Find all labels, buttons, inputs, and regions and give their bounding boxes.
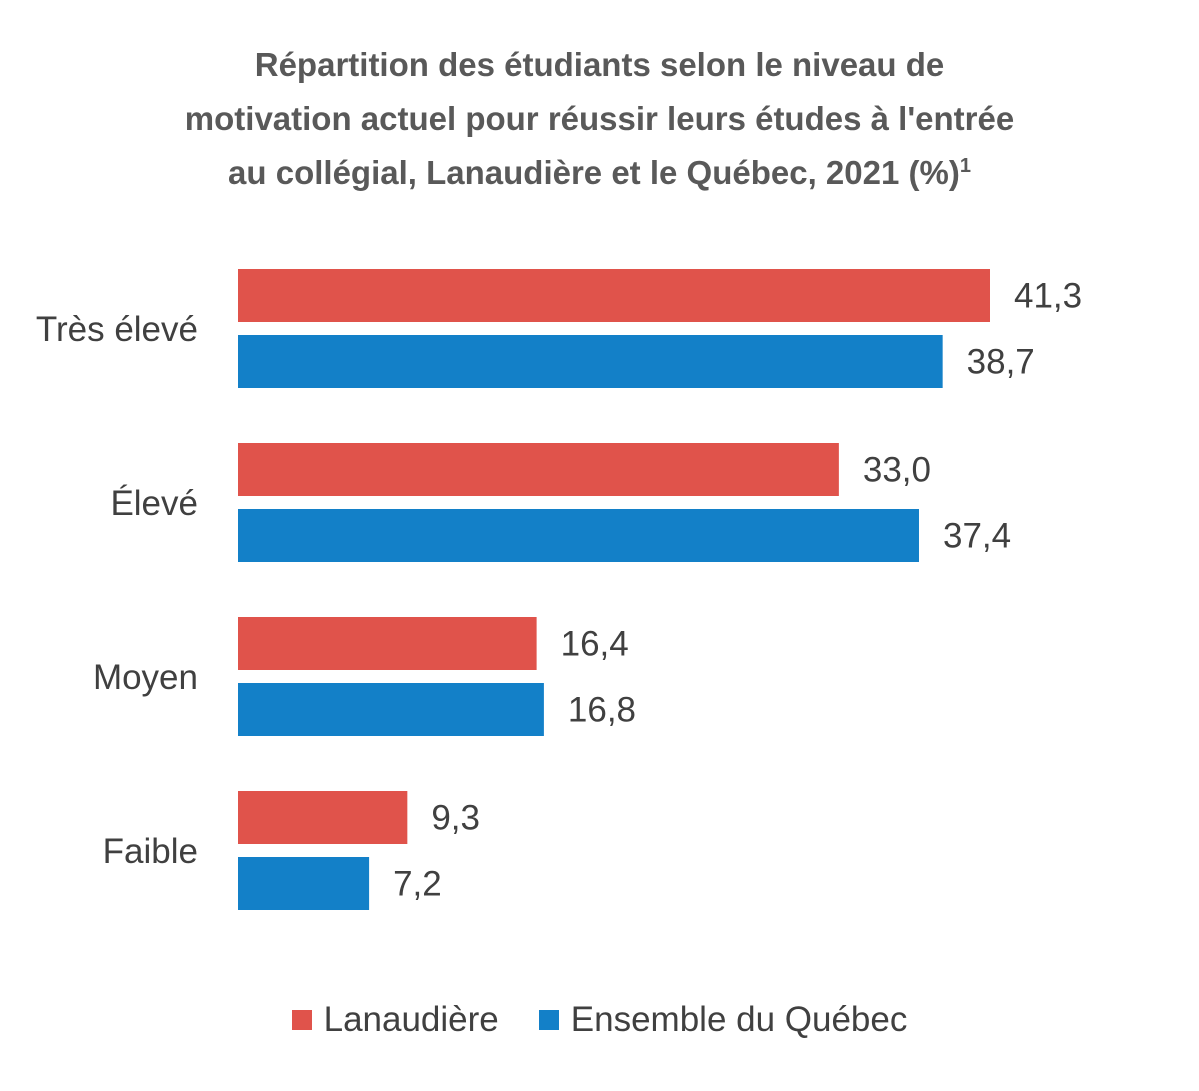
category-label-eleve: Élevé (110, 484, 198, 523)
category-label-faible: Faible (103, 832, 198, 871)
legend-label-ensemble-du-quebec: Ensemble du Québec (570, 1000, 908, 1039)
data-label-lanaudiere-tres-eleve: 41,3 (1014, 277, 1082, 316)
bar-lanaudiere-tres-eleve (238, 269, 990, 322)
chart-title-line-1: Répartition des étudiants selon le nivea… (254, 46, 945, 83)
legend-swatch-lanaudiere (291, 1010, 312, 1030)
bar-lanaudiere-eleve (238, 443, 839, 496)
footnote-mark: 1 (959, 155, 971, 177)
legend-swatch-ensemble-du-quebec (538, 1010, 559, 1030)
bar-ensemble-du-quebec-eleve (238, 509, 919, 562)
data-label-lanaudiere-moyen: 16,4 (561, 625, 629, 664)
chart-title-line-2: motivation actuel pour réussir leurs étu… (184, 100, 1015, 137)
data-label-ensemble-du-quebec-eleve: 37,4 (943, 517, 1011, 556)
data-label-ensemble-du-quebec-moyen: 16,8 (568, 691, 636, 730)
bar-lanaudiere-moyen (238, 617, 537, 670)
legend: Lanaudière Ensemble du Québec (0, 1000, 1199, 1040)
chart-title: Répartition des étudiants selon le nivea… (80, 38, 1119, 200)
bar-ensemble-du-quebec-faible (238, 857, 370, 910)
legend-label-lanaudiere: Lanaudière (323, 1000, 499, 1039)
chart-title-line-3-text: au collégial, Lanaudière et le Québec, 2… (228, 154, 960, 191)
data-label-lanaudiere-eleve: 33,0 (863, 451, 931, 490)
legend-item-lanaudiere: Lanaudière (291, 1000, 499, 1040)
data-label-ensemble-du-quebec-faible: 7,2 (393, 865, 442, 904)
bar-ensemble-du-quebec-moyen (238, 683, 544, 736)
data-label-ensemble-du-quebec-tres-eleve: 38,7 (967, 343, 1035, 382)
chart-title-line-3: au collégial, Lanaudière et le Québec, 2… (80, 146, 1119, 200)
bar-ensemble-du-quebec-tres-eleve (238, 335, 943, 388)
category-label-tres-eleve: Très élevé (36, 310, 198, 349)
data-label-lanaudiere-faible: 9,3 (431, 799, 480, 838)
legend-item-ensemble-du-quebec: Ensemble du Québec (538, 1000, 908, 1040)
category-label-moyen: Moyen (93, 658, 198, 697)
bar-lanaudiere-faible (238, 791, 408, 844)
